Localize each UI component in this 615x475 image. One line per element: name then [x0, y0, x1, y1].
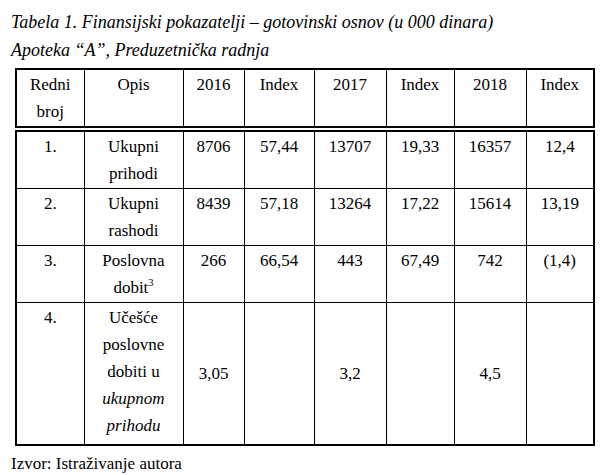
- col-header-2018: 2018: [454, 69, 526, 129]
- source-note: Izvor: Istraživanje autora: [11, 451, 615, 475]
- cell-2018-index: 12,4: [526, 129, 594, 189]
- cell-2017-value: 3,2: [314, 303, 386, 446]
- header-row: Redni broj Opis 2016 Index 2017 Index 20…: [16, 69, 594, 129]
- cell-2016-index: 57,44: [244, 129, 314, 189]
- col-header-2016: 2016: [183, 69, 244, 129]
- col-header-index-2016: Index: [244, 69, 314, 129]
- cell-opis-italic-part: ukupnom prihodu: [102, 389, 164, 435]
- table-row-ukupni-rashodi: 2. Ukupni rashodi 8439 57,18 13264 17,22…: [16, 189, 594, 246]
- footnote-marker: 3: [148, 277, 153, 288]
- cell-opis: Učešće poslovne dobiti u ukupnom prihodu: [84, 303, 183, 446]
- col-header-index-2018: Index: [526, 69, 594, 129]
- cell-2016-value: 8439: [183, 189, 244, 246]
- cell-2017-index: 67,49: [386, 246, 454, 303]
- table-caption-line2: Apoteka “A”, Preduzetnička radnja: [11, 36, 615, 64]
- cell-row-number: 3.: [16, 246, 84, 303]
- cell-2017-index: 17,22: [386, 189, 454, 246]
- cell-2016-index: 66,54: [244, 246, 314, 303]
- table-row-poslovna-dobit: 3. Poslovna dobit3 266 66,54 443 67,49 7…: [16, 246, 594, 303]
- table-caption-line1: Tabela 1. Finansijski pokazatelji – goto…: [11, 8, 615, 36]
- col-header-opis: Opis: [84, 69, 183, 129]
- cell-opis: Poslovna dobit3: [84, 246, 183, 303]
- cell-2018-value: 15614: [454, 189, 526, 246]
- cell-2016-index: 57,18: [244, 189, 314, 246]
- col-header-redni-broj: Redni broj: [16, 69, 84, 129]
- cell-2016-index: [244, 303, 314, 446]
- table-caption: Tabela 1. Finansijski pokazatelji – goto…: [11, 8, 615, 64]
- cell-2016-value: 3,05: [183, 303, 244, 446]
- cell-2018-value: 16357: [454, 129, 526, 189]
- cell-opis: Ukupni rashodi: [84, 189, 183, 246]
- cell-row-number: 1.: [16, 129, 84, 189]
- cell-2016-value: 8706: [183, 129, 244, 189]
- col-header-index-2017: Index: [386, 69, 454, 129]
- table-row-ucesce-dobiti: 4. Učešće poslovne dobiti u ukupnom prih…: [16, 303, 594, 446]
- cell-2017-value: 13707: [314, 129, 386, 189]
- cell-opis: Ukupni prihodi: [84, 129, 183, 189]
- cell-2017-index: [386, 303, 454, 446]
- cell-2018-value: 4,5: [454, 303, 526, 446]
- cell-2016-value: 266: [183, 246, 244, 303]
- cell-2018-index: [526, 303, 594, 446]
- cell-2017-index: 19,33: [386, 129, 454, 189]
- cell-2018-index: (1,4): [526, 246, 594, 303]
- financial-indicators-table: Redni broj Opis 2016 Index 2017 Index 20…: [15, 68, 595, 446]
- cell-2017-value: 13264: [314, 189, 386, 246]
- col-header-2017: 2017: [314, 69, 386, 129]
- cell-row-number: 2.: [16, 189, 84, 246]
- cell-2017-value: 443: [314, 246, 386, 303]
- cell-2018-value: 742: [454, 246, 526, 303]
- cell-row-number: 4.: [16, 303, 84, 446]
- table-row-ukupni-prihodi: 1. Ukupni prihodi 8706 57,44 13707 19,33…: [16, 129, 594, 189]
- cell-2018-index: 13,19: [526, 189, 594, 246]
